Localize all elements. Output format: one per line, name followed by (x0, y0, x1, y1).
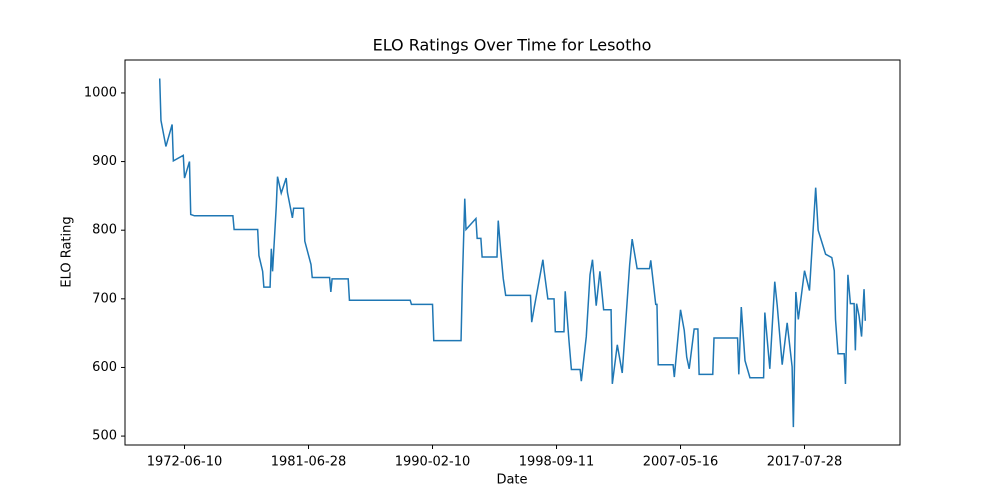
x-tick-label: 1990-02-10 (395, 455, 471, 470)
y-axis-label: ELO Rating (60, 216, 75, 287)
y-tick-label: 900 (92, 154, 117, 169)
x-tick-label: 1998-09-11 (519, 455, 595, 470)
x-tick-label: 2017-07-28 (767, 455, 843, 470)
x-tick-label: 1981-06-28 (271, 455, 347, 470)
y-tick-label: 800 (92, 223, 117, 238)
y-tick-label: 500 (92, 429, 117, 444)
x-tick-label: 1972-06-10 (147, 455, 223, 470)
chart-title: ELO Ratings Over Time for Lesotho (373, 36, 652, 55)
x-tick-label: 2007-05-16 (643, 455, 719, 470)
plot-frame (124, 59, 901, 446)
y-tick-label: 600 (92, 360, 117, 375)
y-tick-label: 1000 (84, 85, 117, 100)
x-axis-label: Date (496, 473, 527, 488)
y-tick-label: 700 (92, 291, 117, 306)
data-line (158, 78, 867, 428)
